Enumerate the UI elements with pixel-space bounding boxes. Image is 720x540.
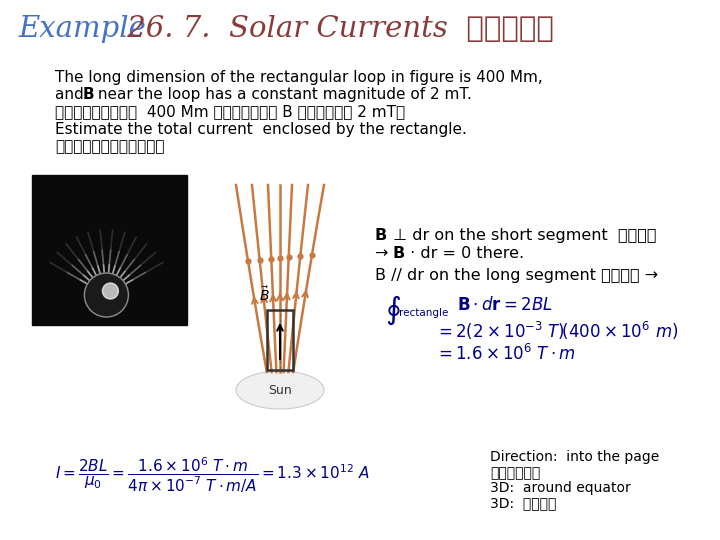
Text: 圖中的長方形迡路長  400 Mm ，且迡路附近的 B 大小是一常數 2 mT。: 圖中的長方形迡路長 400 Mm ，且迡路附近的 B 大小是一常數 2 mT。 bbox=[55, 104, 405, 119]
Bar bbox=[267, 310, 293, 370]
Text: $\vec{B}$: $\vec{B}$ bbox=[258, 285, 269, 304]
Text: $= 1.6 \times 10^{6}\ T \cdot m$: $= 1.6 \times 10^{6}\ T \cdot m$ bbox=[435, 344, 576, 364]
Text: ∮: ∮ bbox=[385, 296, 401, 325]
Text: 估計長方形所圈的總電流。: 估計長方形所圈的總電流。 bbox=[55, 139, 164, 154]
Text: The long dimension of the rectangular loop in figure is 400 Mm,: The long dimension of the rectangular lo… bbox=[55, 70, 543, 85]
Text: 3D:  around equator: 3D: around equator bbox=[490, 481, 631, 495]
Text: $\mathbf{B} \cdot d\mathbf{r} = 2BL$: $\mathbf{B} \cdot d\mathbf{r} = 2BL$ bbox=[457, 296, 553, 314]
Text: Sun: Sun bbox=[268, 383, 292, 396]
Text: near the loop has a constant magnitude of 2 mT.: near the loop has a constant magnitude o… bbox=[93, 87, 472, 102]
Ellipse shape bbox=[236, 371, 324, 409]
Text: Example: Example bbox=[18, 15, 146, 43]
Text: 方向：朝紙內: 方向：朝紙內 bbox=[490, 466, 540, 480]
Text: B: B bbox=[83, 87, 94, 102]
Text: rectangle: rectangle bbox=[399, 308, 449, 318]
Text: Estimate the total current  enclosed by the rectangle.: Estimate the total current enclosed by t… bbox=[55, 122, 467, 137]
Circle shape bbox=[84, 273, 128, 317]
Text: 26. 7.  Solar Currents  太陽的電流: 26. 7. Solar Currents 太陽的電流 bbox=[118, 15, 554, 43]
Text: Direction:  into the page: Direction: into the page bbox=[490, 450, 660, 464]
Text: ⊥ dr on the short segment  短的一截: ⊥ dr on the short segment 短的一截 bbox=[388, 228, 657, 243]
Text: B: B bbox=[393, 246, 405, 261]
Circle shape bbox=[102, 283, 118, 299]
Text: · dr = 0 there.: · dr = 0 there. bbox=[405, 246, 524, 261]
Text: and: and bbox=[55, 87, 89, 102]
Text: B: B bbox=[375, 228, 387, 243]
Text: $I = \dfrac{2BL}{\mu_0} = \dfrac{1.6 \times 10^6\ T \cdot m}{4\pi \times 10^{-7}: $I = \dfrac{2BL}{\mu_0} = \dfrac{1.6 \ti… bbox=[55, 456, 370, 495]
Text: B // dr on the long segment 長的一截 →: B // dr on the long segment 長的一截 → bbox=[375, 268, 658, 283]
Text: 3D:  繞著赤道: 3D: 繞著赤道 bbox=[490, 496, 557, 510]
Text: →: → bbox=[375, 246, 399, 261]
Bar bbox=[32, 175, 187, 325]
Text: $= 2\left(2 \times 10^{-3}\ T\right)\!\left(400 \times 10^{6}\ m\right)$: $= 2\left(2 \times 10^{-3}\ T\right)\!\l… bbox=[435, 320, 678, 342]
